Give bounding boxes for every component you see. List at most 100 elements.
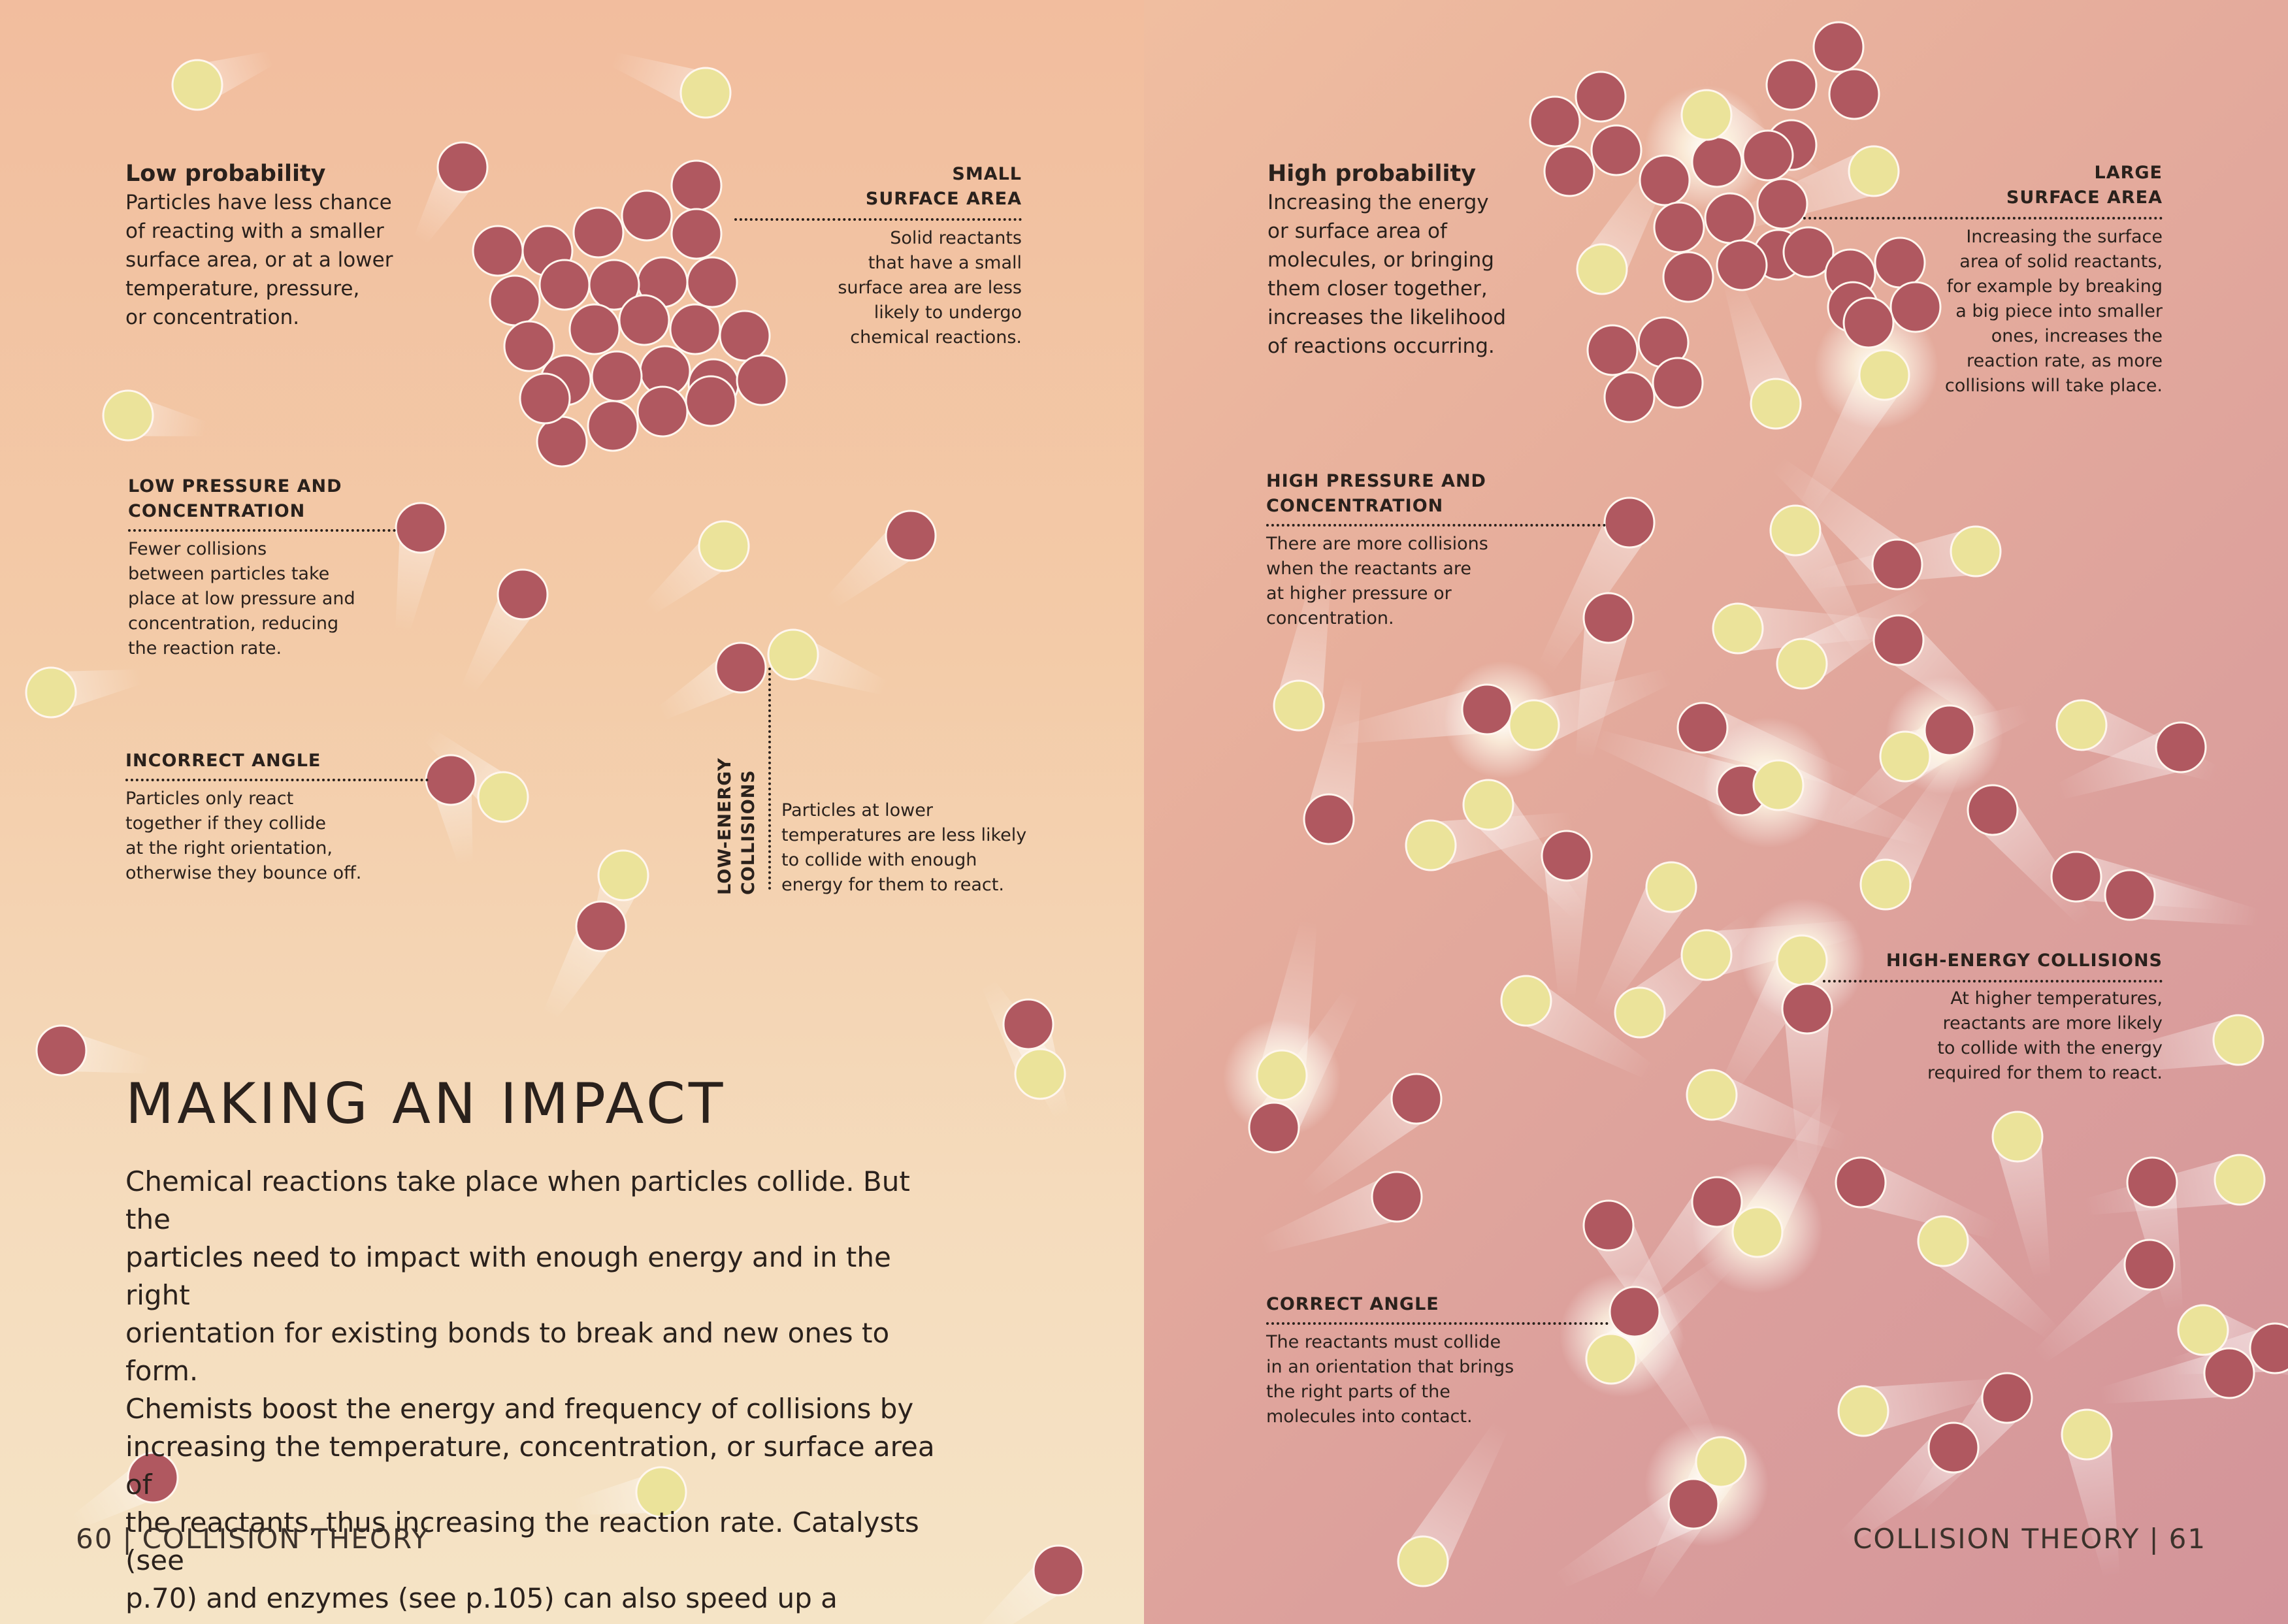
high-probability-heading: High probability — [1267, 161, 1477, 187]
text-line: area of solid reactants, — [1959, 252, 2163, 272]
reactant-particle-red — [1871, 538, 1923, 591]
text-line: place at low pressure and — [128, 589, 355, 609]
reactant-particle-yellow — [2061, 1408, 2113, 1461]
text-line: to collide with enough — [781, 850, 977, 870]
incorrect-angle-label: INCORRECT ANGLE — [125, 751, 321, 771]
text-line: when the reactants are — [1266, 559, 1472, 579]
reactant-particle-red — [1835, 1156, 1887, 1209]
small-surface-area-callout: SMALL SURFACE AREA Solid reactants that … — [762, 162, 1022, 350]
reactant-particle-red — [669, 303, 721, 355]
text-line: Particles only react — [125, 788, 294, 809]
text-line: Solid reactants — [890, 228, 1022, 248]
reactant-particle-red — [2249, 1322, 2288, 1374]
large-surface-area-label: LARGE SURFACE AREA — [1888, 161, 2163, 210]
reactant-particle-red — [1652, 357, 1704, 409]
incorrect-angle-callout: INCORRECT ANGLE Particles only react tog… — [125, 749, 478, 886]
large-surface-area-text: Increasing the surface area of solid rea… — [1888, 225, 2163, 398]
reactant-particle-red — [1967, 784, 2019, 836]
reactant-particle-yellow — [1859, 858, 1912, 911]
motion-trail — [1537, 511, 1650, 674]
reactant-particle-yellow — [635, 1466, 687, 1518]
label-line: CONCENTRATION — [1266, 496, 1444, 516]
incorrect-angle-text: Particles only react together if they co… — [125, 787, 478, 886]
section-name: COLLISION THEORY — [1853, 1523, 2140, 1555]
section-name: COLLISION THEORY — [142, 1523, 430, 1555]
reactant-particle-yellow — [2214, 1154, 2266, 1206]
text-line: at the right orientation, — [125, 838, 333, 858]
high-pressure-label: HIGH PRESSURE AND CONCENTRATION — [1266, 469, 1619, 519]
reactant-particle-red — [1002, 998, 1054, 1050]
text-line: the reaction rate. — [128, 638, 282, 658]
reactant-particle-yellow — [1686, 1069, 1738, 1121]
text-line: between particles take — [128, 564, 330, 584]
reactant-particle-red — [1889, 281, 1942, 333]
label-line: SMALL — [952, 164, 1022, 184]
text-line: or surface area of — [1267, 219, 1447, 243]
motion-trail — [2125, 871, 2261, 926]
text-line: at higher pressure or — [1266, 583, 1452, 604]
reactant-particle-red — [538, 259, 591, 311]
high-energy-callout: HIGH-ENERGY COLLISIONS At higher tempera… — [1849, 949, 2163, 1086]
reactant-particle-red — [1575, 71, 1627, 123]
reactant-particle-red — [472, 225, 524, 277]
reactant-particle-red — [489, 274, 541, 327]
reactant-particle-yellow — [1769, 504, 1822, 557]
low-probability-text: Particles have less chance of reacting w… — [125, 188, 452, 332]
reactant-particle-yellow — [171, 59, 223, 111]
reactant-particle-yellow — [1462, 779, 1514, 831]
text-line: temperature, pressure, — [125, 277, 360, 300]
reactant-particle-red — [1639, 154, 1691, 206]
text-line: increases the likelihood — [1267, 306, 1507, 329]
reactant-particle-red — [1390, 1073, 1443, 1125]
reactant-particle-red — [1828, 68, 1880, 120]
high-pressure-leader-line — [1266, 524, 1606, 527]
reactant-particle-yellow — [1991, 1111, 2044, 1163]
text-line: together if they collide — [125, 813, 326, 834]
high-energy-leader-line — [1823, 980, 2163, 983]
reactant-particle-red — [1248, 1101, 1300, 1154]
motion-trail — [1859, 1378, 2006, 1435]
reactant-particle-yellow — [679, 67, 732, 119]
motion-trail — [1526, 668, 1673, 747]
reactant-particle-red — [685, 375, 737, 427]
reactant-particle-red — [1691, 136, 1743, 188]
reactant-particle-red — [1529, 95, 1581, 148]
reactant-particle-yellow — [1576, 243, 1628, 295]
reactant-particle-yellow — [1645, 861, 1697, 913]
reactant-particle-yellow — [1680, 929, 1733, 981]
motion-trail — [2063, 1430, 2120, 1578]
reactant-particle-yellow — [1858, 349, 1910, 401]
reactant-particle-red — [1676, 702, 1729, 754]
text-line: molecules into contact. — [1266, 1406, 1473, 1427]
label-line: COLLISIONS — [738, 770, 759, 895]
reactant-particle-red — [621, 189, 673, 242]
reactant-particle-red — [1603, 496, 1656, 549]
text-line: in an orientation that brings — [1266, 1357, 1514, 1377]
reactant-particle-yellow — [2212, 1014, 2264, 1066]
reactant-particle-yellow — [102, 389, 154, 442]
reactant-particle-red — [1742, 129, 1794, 182]
page-title: MAKING AN IMPACT — [125, 1071, 727, 1137]
reactant-particle-yellow — [1879, 730, 1931, 783]
text-line: energy for them to react. — [781, 875, 1004, 895]
text-line: Particles have less chance — [125, 191, 392, 214]
reactant-particle-yellow — [1837, 1385, 1889, 1437]
text-line: reactants are more likely — [1942, 1013, 2163, 1033]
reactant-particle-red — [1582, 1199, 1635, 1252]
reactant-particle-yellow — [1712, 602, 1764, 655]
text-line: Increasing the surface — [1966, 227, 2163, 247]
low-probability-heading: Low probability — [125, 161, 326, 187]
reactant-particle-red — [636, 385, 689, 438]
text-line: concentration. — [1266, 608, 1394, 628]
text-line: or concentration. — [125, 306, 300, 329]
reactant-particle-red — [1842, 297, 1895, 349]
reactant-particle-yellow — [698, 520, 750, 572]
reactant-particle-red — [1653, 201, 1705, 253]
reactant-particle-red — [1603, 371, 1656, 423]
text-line: for example by breaking — [1946, 276, 2163, 297]
reactant-particle-red — [1543, 145, 1595, 197]
high-energy-text: At higher temperatures, reactants are mo… — [1849, 986, 2163, 1086]
reactant-particle-yellow — [1014, 1048, 1066, 1100]
motion-trail — [1543, 856, 1590, 999]
